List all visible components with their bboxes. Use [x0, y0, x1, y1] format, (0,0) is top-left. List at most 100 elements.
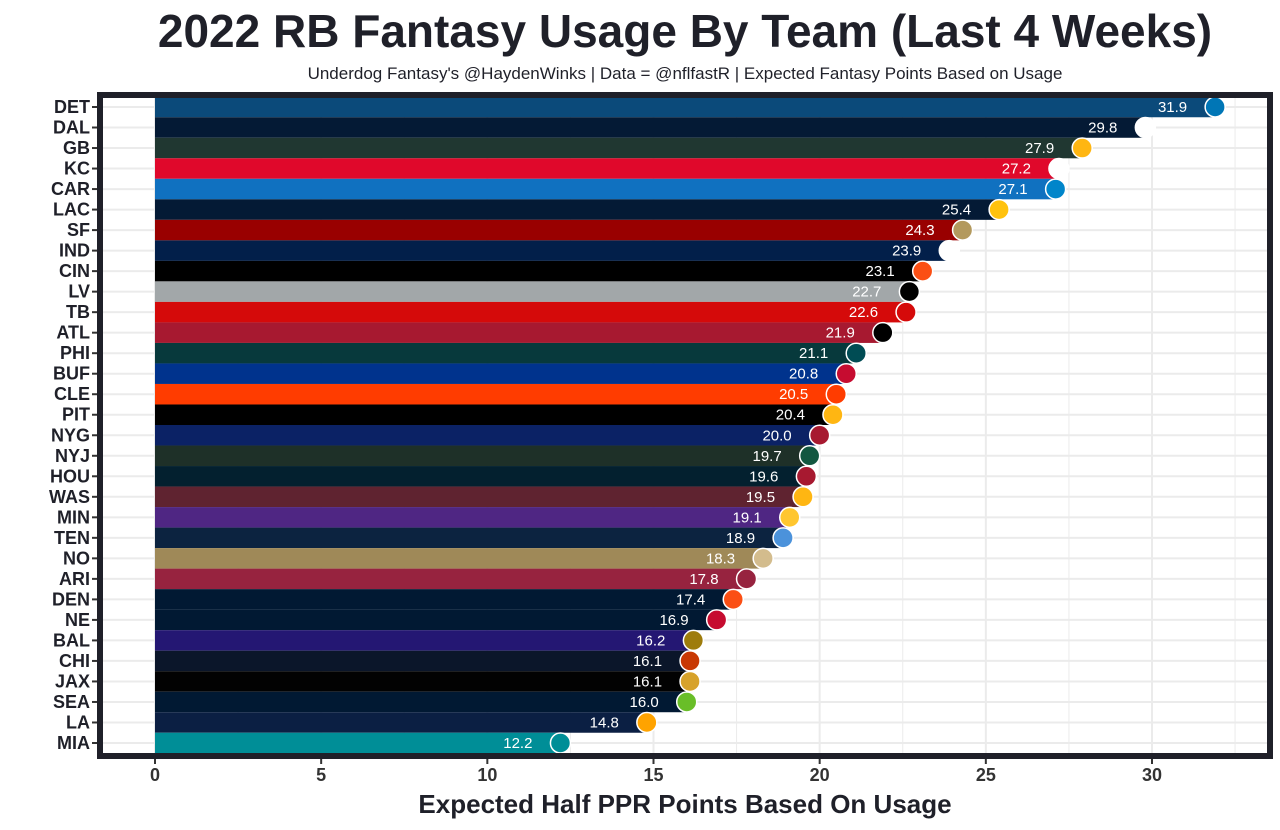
- team-logo-phi: [845, 342, 867, 364]
- team-logo-den: [722, 588, 745, 611]
- y-tick-label: TB: [66, 302, 90, 322]
- data-label-pit: 20.4: [776, 407, 805, 424]
- team-logo-min: [779, 506, 801, 529]
- y-tick-label: DET: [54, 97, 90, 117]
- data-label-chi: 16.1: [633, 653, 662, 670]
- logo-icon: [1044, 178, 1067, 200]
- bar-chi: [155, 650, 691, 672]
- bar-jax: [155, 671, 691, 692]
- bar-lv: [155, 281, 910, 302]
- logo-icon: [798, 445, 821, 467]
- y-tick-label: JAX: [55, 671, 90, 691]
- logo-icon: [1071, 137, 1093, 159]
- team-logo-chi: [679, 650, 701, 672]
- logo-icon: [772, 527, 794, 549]
- logo-icon: [682, 629, 705, 652]
- logo-icon: [549, 732, 572, 754]
- bar-kc: [155, 158, 1059, 179]
- data-label-phi: 21.1: [799, 345, 828, 362]
- bar-cle: [155, 383, 837, 405]
- bar-phi: [155, 342, 857, 364]
- y-tick-label: CAR: [51, 179, 90, 199]
- logo-icon: [1048, 157, 1070, 180]
- team-logo-lac: [988, 198, 1010, 221]
- y-tick-label: ATL: [56, 323, 90, 343]
- team-logo-nyj: [798, 445, 821, 467]
- y-tick-label: KC: [64, 159, 90, 179]
- team-logo-atl: [872, 321, 894, 344]
- y-tick-label: SEA: [53, 692, 90, 712]
- logo-icon: [898, 280, 921, 303]
- data-label-atl: 21.9: [826, 325, 855, 342]
- bar-car: [155, 178, 1056, 200]
- y-tick-label: NYG: [51, 425, 90, 445]
- bar-nyg: [155, 425, 820, 446]
- bar-la: [155, 712, 647, 733]
- bar-atl: [155, 322, 883, 343]
- y-tick-label: MIN: [57, 507, 90, 527]
- team-logo-nyg: [808, 424, 831, 447]
- bar-mia: [155, 732, 561, 754]
- data-label-buf: 20.8: [789, 366, 818, 383]
- team-logo-pit: [822, 403, 844, 426]
- bar-min: [155, 507, 790, 528]
- bar-tb: [155, 301, 907, 323]
- y-tick-label: TEN: [54, 528, 90, 548]
- logo-icon: [705, 609, 728, 631]
- logo-icon: [911, 260, 934, 282]
- logo-icon: [795, 465, 818, 488]
- team-logo-buf: [835, 362, 858, 385]
- team-logo-dal: [1134, 116, 1157, 139]
- bar-sea: [155, 691, 687, 713]
- logo-icon: [951, 219, 974, 241]
- team-logo-la: [636, 711, 658, 734]
- x-tick-label: 30: [1142, 765, 1162, 785]
- bar-ne: [155, 609, 717, 631]
- y-tick-label: LAC: [53, 200, 90, 220]
- data-label-ind: 23.9: [892, 243, 921, 260]
- y-tick-label: SF: [67, 220, 90, 240]
- logo-icon: [792, 486, 814, 508]
- data-label-no: 18.3: [706, 550, 735, 567]
- logo-icon: [938, 239, 961, 262]
- team-logo-no: [752, 547, 774, 570]
- logo-icon: [636, 711, 658, 734]
- y-tick-label: GB: [63, 138, 90, 158]
- data-label-ten: 18.9: [726, 530, 755, 547]
- y-tick-label: LA: [66, 712, 90, 732]
- team-logo-ari: [735, 568, 758, 590]
- y-tick-label: BUF: [53, 364, 90, 384]
- bar-ind: [155, 240, 950, 261]
- bar-buf: [155, 363, 847, 384]
- chart-subtitle: Underdog Fantasy's @HaydenWinks | Data =…: [307, 64, 1063, 83]
- data-label-car: 27.1: [998, 181, 1027, 198]
- y-tick-label: DEN: [52, 589, 90, 609]
- team-logo-sf: [951, 219, 974, 241]
- y-tick-label: WAS: [49, 487, 90, 507]
- data-label-la: 14.8: [590, 714, 619, 731]
- y-tick-label: ARI: [59, 569, 90, 589]
- logo-icon: [872, 321, 894, 344]
- data-label-det: 31.9: [1158, 99, 1187, 116]
- data-label-nyj: 19.7: [752, 448, 781, 465]
- y-tick-label: PHI: [60, 343, 90, 363]
- data-label-den: 17.4: [676, 591, 705, 608]
- x-tick-label: 10: [477, 765, 497, 785]
- data-label-hou: 19.6: [749, 468, 778, 485]
- data-label-kc: 27.2: [1002, 161, 1031, 178]
- logo-icon: [825, 383, 848, 405]
- bar-cin: [155, 260, 923, 282]
- logo-icon: [1204, 96, 1226, 118]
- logo-icon: [779, 506, 801, 529]
- bar-ari: [155, 568, 747, 590]
- y-tick-label: DAL: [53, 118, 90, 138]
- data-label-mia: 12.2: [503, 735, 532, 752]
- logo-icon: [679, 650, 701, 672]
- team-logo-ne: [705, 609, 728, 631]
- data-label-bal: 16.2: [636, 632, 665, 649]
- x-tick-label: 0: [150, 765, 160, 785]
- bar-lac: [155, 199, 1000, 220]
- logo-icon: [679, 670, 701, 693]
- bar-dal: [155, 117, 1146, 138]
- y-tick-label: CIN: [59, 261, 90, 281]
